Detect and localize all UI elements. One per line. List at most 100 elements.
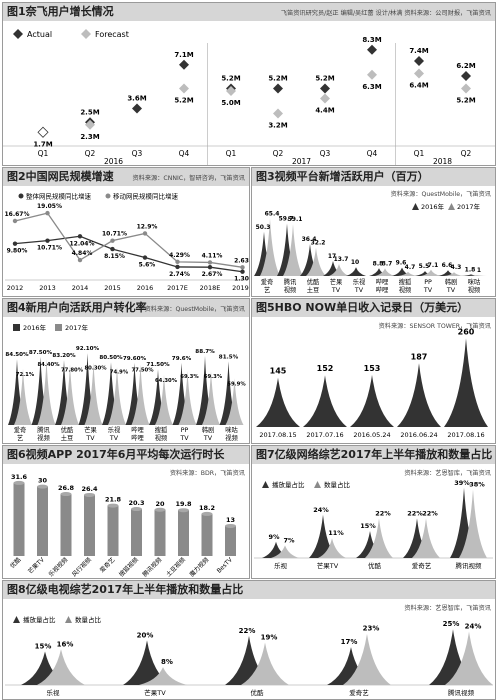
fig6-title: 图6视频APP 2017年6月平均每次运行时长 — [3, 446, 249, 464]
category-label: 腾讯 — [284, 277, 297, 286]
category-label: 视频 — [468, 285, 481, 294]
data-label-2016: 71.50% — [146, 362, 170, 368]
peak-2017 — [61, 364, 79, 425]
peak-2017 — [421, 269, 441, 276]
legend-count-marker — [314, 481, 321, 488]
category-label: 哔哩 — [376, 277, 389, 286]
fig4-chart: 2016年 2017年 84.50% 72.1% 爱奇艺 87.50% 84.40% 腾讯视频… — [5, 323, 246, 442]
data-label-play: 9% — [268, 533, 280, 541]
peak-2017 — [202, 370, 220, 425]
forecast-point — [226, 86, 236, 96]
x-tick-label: Q4 — [179, 149, 190, 158]
data-label-2017: 77.50% — [131, 368, 154, 374]
x-tick-label: Q3 — [320, 149, 331, 158]
x-tick-label: 2018E — [200, 284, 221, 292]
peak-count — [343, 633, 391, 685]
forecast-point — [179, 83, 189, 94]
peak-2017 — [178, 370, 197, 425]
x-tick-label: Q2 — [273, 149, 284, 158]
category-label: 芒果TV — [26, 555, 46, 575]
data-label-2016: 8.8 — [373, 260, 384, 267]
bar-cap — [37, 484, 48, 489]
actual-point — [414, 56, 424, 66]
legend-actual-marker — [13, 29, 23, 39]
data-label: 31.6 — [11, 473, 28, 481]
data-label-play: 15% — [35, 643, 52, 651]
x-tick-label: Q1 — [38, 149, 49, 158]
legend-forecast-marker — [81, 29, 91, 39]
year-label: 2016 — [104, 157, 123, 165]
category-label: 爱奇艺 — [349, 688, 369, 697]
bar-cap — [178, 508, 189, 513]
series-point — [45, 238, 50, 243]
legend-mobile-label: 移动网民规模同比增速 — [113, 192, 179, 201]
actual-data-label: 6.2M — [456, 62, 475, 70]
fig8-title: 图8亿级电视综艺2017年上半年播放和数量占比 — [3, 581, 495, 599]
actual-data-label: 2.5M — [80, 108, 99, 116]
forecast-data-label: 3.2M — [268, 122, 287, 130]
category-label: TV — [331, 287, 341, 294]
data-label-2017: 69.3% — [180, 374, 199, 380]
forecast-point — [85, 119, 95, 130]
panel-fig8: 图8亿级电视综艺2017年上半年播放和数量占比 资料来源：艺恩智库，飞笛资讯 播… — [2, 580, 496, 700]
bar-cap — [13, 480, 25, 485]
fig3-title: 图3视频平台新增活跃用户（百万） — [252, 168, 495, 186]
data-label-play: 25% — [443, 620, 460, 628]
panel-fig1: 图1奈飞用户增长情况 飞笛资讯研究员/赵正 编辑/吴红蕾 设计/林满 资料来源：… — [2, 2, 496, 166]
data-label-count: 38% — [469, 481, 485, 489]
year-label: 2017 — [292, 157, 311, 165]
panel-fig2: 图2中国网民规模增速 资料来源：CNNIC，智研咨询，飞笛资讯 整体网民规模同比… — [2, 167, 250, 297]
category-label: 哔哩 — [131, 433, 144, 442]
data-label-2017: 84.40% — [37, 362, 60, 368]
data-label-2017: 64.30% — [155, 378, 178, 384]
category-label: 风行视频 — [70, 556, 93, 578]
data-label-2016: 10 — [351, 259, 359, 266]
category-label: 搜狐视频 — [117, 556, 140, 578]
series-point — [110, 238, 115, 243]
fig2-source: 资料来源：CNNIC，智研咨询，飞笛资讯 — [132, 175, 245, 182]
series-point — [240, 269, 245, 274]
data-label-2016: 83.20% — [52, 353, 76, 359]
data-label: 145 — [270, 367, 287, 376]
data-label-play: 22% — [407, 509, 423, 517]
fig1-source: 飞笛资讯研究员/赵正 编辑/吴红蕾 设计/林满 资料来源：公司财报，飞笛资讯 — [280, 10, 491, 17]
data-label-2017: 65.4 — [265, 211, 280, 218]
series-data-label: 4.29% — [169, 252, 190, 259]
category-label: 优酷 — [368, 561, 382, 570]
data-label: 152 — [317, 364, 334, 373]
bar — [37, 486, 48, 556]
category-label: 2016.05.24 — [353, 431, 390, 439]
data-label: 21.8 — [105, 496, 122, 504]
data-label-2017: 7.1 — [428, 262, 439, 269]
series-point — [12, 218, 18, 224]
data-label-count: 7% — [283, 536, 295, 544]
fig6-source: 资料来源：BDR，飞笛资讯 — [169, 470, 245, 477]
peak-2017 — [283, 224, 303, 276]
data-label-2016: 59.7 — [279, 216, 294, 223]
category-label: 韩剧 — [202, 425, 215, 434]
series-data-label: 2.63% — [234, 257, 249, 264]
data-label-2016: 5.5 — [419, 263, 430, 270]
series-data-label: 5.6% — [139, 262, 156, 269]
x-tick-label: Q1 — [414, 149, 425, 158]
data-label-play: 39% — [454, 479, 470, 487]
x-tick-label: 2014 — [72, 284, 89, 292]
category-label: 艺 — [17, 434, 23, 442]
category-label: 腾讯视频 — [141, 556, 164, 578]
actual-data-label: 5.2M — [315, 75, 334, 83]
peak — [303, 375, 347, 427]
data-label-count: 24% — [465, 622, 482, 630]
category-label: 咪咕 — [468, 277, 481, 286]
category-label: TV — [354, 287, 364, 294]
bar-cap — [107, 503, 119, 508]
forecast-point — [367, 69, 377, 80]
legend-count-label: 数量占比 — [75, 615, 102, 624]
peak-2017 — [260, 218, 280, 276]
bar — [131, 509, 142, 556]
fig7-title: 图7亿级网络综艺2017年上半年播放和数量占比 — [252, 446, 495, 464]
bar — [225, 525, 236, 556]
category-label: 视频 — [37, 433, 50, 442]
peak-2017 — [444, 272, 464, 276]
category-label: 哔哩 — [131, 425, 144, 434]
series-point — [110, 246, 115, 252]
